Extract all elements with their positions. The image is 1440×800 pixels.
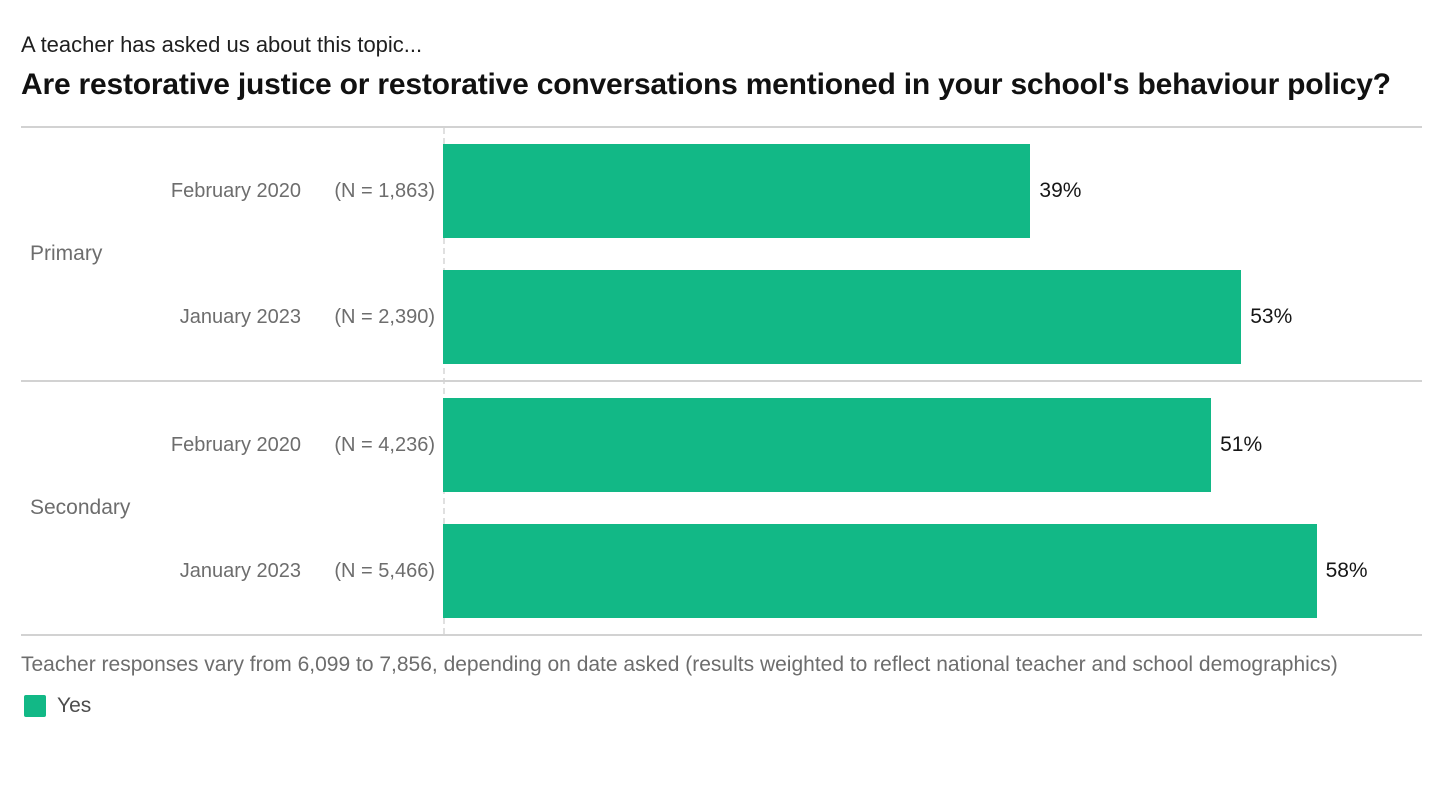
bar-primary-feb2020	[443, 144, 1031, 238]
survey-chart-page: A teacher has asked us about this topic.…	[21, 32, 1422, 718]
bar-row: January 2023 (N = 2,390) 53%	[21, 254, 1422, 380]
bar-row: February 2020 (N = 4,236) 51%	[21, 382, 1422, 508]
row-sample-size: (N = 4,236)	[334, 433, 435, 456]
row-plot: 51%	[443, 382, 1422, 508]
bar-chart: Primary February 2020 (N = 1,863) 39% Ja…	[21, 126, 1422, 636]
bar-value-label: 51%	[1220, 433, 1263, 456]
row-date-label: February 2020	[170, 433, 301, 456]
bar-row: February 2020 (N = 1,863) 39%	[21, 128, 1422, 254]
group-label-secondary: Secondary	[30, 496, 131, 519]
row-sample-size: (N = 2,390)	[334, 305, 435, 328]
chart-legend: Yes	[21, 694, 1422, 718]
legend-swatch-yes	[24, 695, 46, 717]
bar-value-label: 53%	[1250, 305, 1293, 328]
row-plot: 39%	[443, 128, 1422, 254]
group-label-primary: Primary	[30, 242, 103, 265]
row-sample-size: (N = 5,466)	[334, 559, 435, 582]
row-label: January 2023 (N = 2,390)	[21, 306, 443, 329]
row-label: February 2020 (N = 1,863)	[21, 180, 443, 203]
bar-value-label: 39%	[1039, 179, 1082, 202]
group-secondary: Secondary February 2020 (N = 4,236) 51% …	[21, 380, 1422, 634]
row-sample-size: (N = 1,863)	[334, 179, 435, 202]
bar-row: January 2023 (N = 5,466) 58%	[21, 508, 1422, 634]
legend-label-yes: Yes	[57, 694, 92, 717]
row-date-label: January 2023	[179, 305, 301, 328]
row-date-label: January 2023	[179, 559, 301, 582]
row-date-label: February 2020	[170, 179, 301, 202]
group-primary: Primary February 2020 (N = 1,863) 39% Ja…	[21, 128, 1422, 380]
bar-secondary-feb2020	[443, 398, 1212, 492]
bar-primary-jan2023	[443, 270, 1242, 364]
chart-kicker: A teacher has asked us about this topic.…	[21, 32, 423, 57]
row-label: January 2023 (N = 5,466)	[21, 560, 443, 583]
row-plot: 58%	[443, 508, 1422, 634]
chart-title: Are restorative justice or restorative c…	[21, 68, 1391, 101]
bar-value-label: 58%	[1325, 559, 1368, 582]
row-plot: 53%	[443, 254, 1422, 380]
row-label: February 2020 (N = 4,236)	[21, 434, 443, 457]
bar-secondary-jan2023	[443, 524, 1317, 618]
chart-footnote: Teacher responses vary from 6,099 to 7,8…	[21, 653, 1338, 676]
